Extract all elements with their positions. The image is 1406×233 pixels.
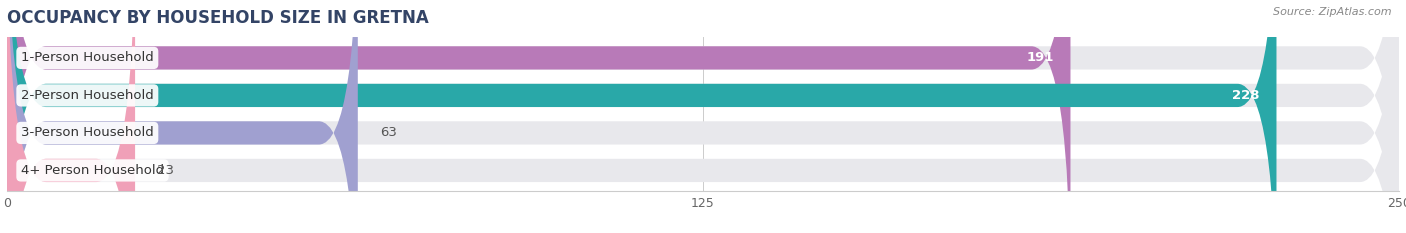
FancyBboxPatch shape — [7, 0, 1277, 233]
Text: OCCUPANCY BY HOUSEHOLD SIZE IN GRETNA: OCCUPANCY BY HOUSEHOLD SIZE IN GRETNA — [7, 9, 429, 27]
Text: 191: 191 — [1026, 51, 1053, 64]
Text: 63: 63 — [380, 127, 396, 139]
Text: 4+ Person Household: 4+ Person Household — [21, 164, 165, 177]
FancyBboxPatch shape — [7, 0, 135, 233]
Text: 3-Person Household: 3-Person Household — [21, 127, 153, 139]
FancyBboxPatch shape — [7, 0, 357, 233]
Text: Source: ZipAtlas.com: Source: ZipAtlas.com — [1274, 7, 1392, 17]
Text: 228: 228 — [1232, 89, 1260, 102]
FancyBboxPatch shape — [7, 0, 1399, 233]
FancyBboxPatch shape — [7, 0, 1399, 233]
Text: 1-Person Household: 1-Person Household — [21, 51, 153, 64]
Text: 2-Person Household: 2-Person Household — [21, 89, 153, 102]
FancyBboxPatch shape — [7, 0, 1399, 233]
FancyBboxPatch shape — [7, 0, 1399, 233]
FancyBboxPatch shape — [7, 0, 1070, 233]
Text: 23: 23 — [157, 164, 174, 177]
